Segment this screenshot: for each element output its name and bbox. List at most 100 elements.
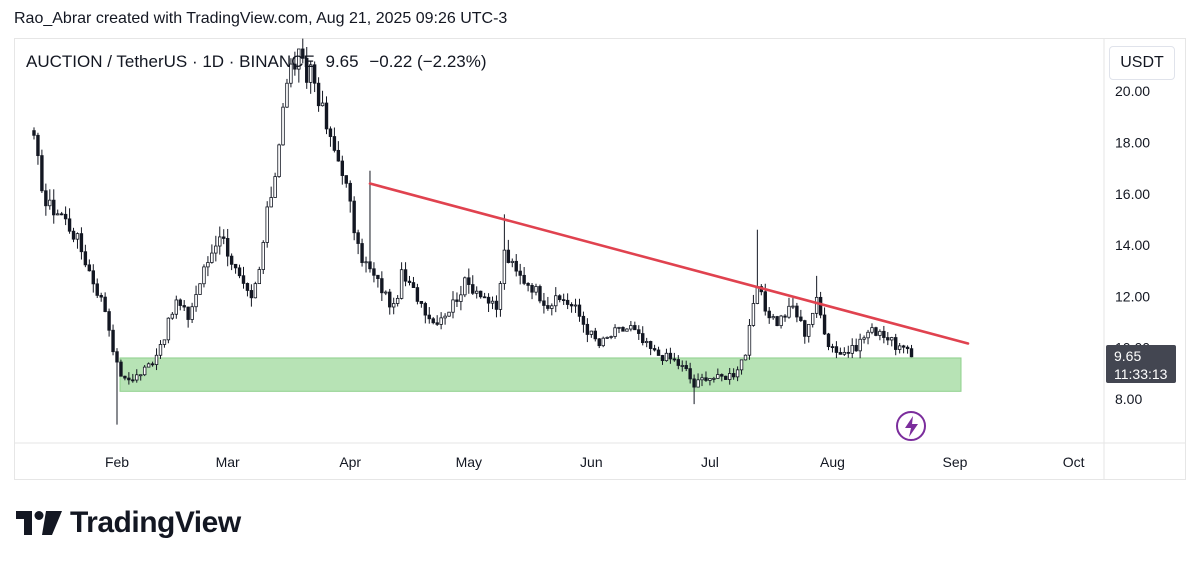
- candle: [182, 300, 186, 311]
- candle: [241, 266, 246, 289]
- candle-body: [886, 337, 890, 341]
- y-tick-3: 14.00: [1115, 237, 1150, 253]
- candle-body: [704, 377, 708, 381]
- candle: [791, 298, 795, 310]
- candle-body: [281, 106, 285, 146]
- candle: [411, 276, 416, 288]
- candle: [423, 301, 428, 324]
- candle: [514, 254, 518, 277]
- candle-body: [423, 303, 428, 316]
- candle-body: [56, 213, 60, 216]
- candle: [229, 253, 234, 271]
- candle: [194, 285, 198, 312]
- candle-body: [123, 375, 127, 379]
- candle: [803, 319, 807, 344]
- candle: [807, 323, 811, 343]
- candle-body: [826, 333, 831, 348]
- candle-body: [419, 300, 424, 304]
- candle: [273, 172, 277, 198]
- candle: [384, 290, 388, 296]
- candle-body: [866, 331, 870, 339]
- candle: [455, 292, 459, 307]
- candle-body: [119, 361, 123, 377]
- candle: [170, 311, 175, 320]
- candle-body: [850, 345, 854, 354]
- candle-body: [688, 368, 692, 380]
- candle: [415, 283, 420, 305]
- candle: [577, 298, 582, 322]
- candle-body: [91, 270, 95, 285]
- candle-body: [490, 300, 495, 304]
- x-tick-feb: Feb: [105, 454, 129, 470]
- candle-body: [308, 64, 313, 83]
- candle-body: [680, 365, 684, 367]
- candle-body: [249, 290, 254, 299]
- candle-body: [154, 354, 159, 365]
- candle: [332, 127, 337, 153]
- candle-body: [538, 286, 542, 302]
- candle: [435, 315, 439, 326]
- candle-body: [656, 349, 661, 356]
- candle: [866, 329, 870, 345]
- candle: [633, 321, 637, 331]
- candle-body: [127, 377, 131, 381]
- candle: [862, 335, 866, 344]
- candle-body: [312, 64, 317, 84]
- y-tick-5: 18.00: [1115, 135, 1150, 151]
- candle: [316, 77, 321, 112]
- candle: [581, 311, 586, 333]
- candle-body: [257, 269, 262, 285]
- currency-button[interactable]: USDT: [1109, 46, 1175, 80]
- candle-body: [352, 200, 356, 234]
- tradingview-logo[interactable]: TradingView: [16, 506, 241, 540]
- candle-body: [348, 182, 352, 202]
- candle: [36, 132, 40, 165]
- candle: [870, 323, 874, 335]
- candle: [83, 244, 88, 268]
- candle: [909, 344, 914, 358]
- candle: [858, 333, 862, 359]
- candle: [380, 271, 384, 301]
- candle: [261, 240, 265, 275]
- candle-body: [779, 315, 783, 327]
- candle: [886, 332, 890, 346]
- candle-body: [486, 296, 491, 304]
- candle: [40, 149, 44, 193]
- candle-body: [471, 284, 475, 294]
- candle-body: [633, 325, 637, 331]
- candle-body: [415, 287, 420, 302]
- candle: [388, 288, 392, 315]
- candle: [641, 326, 645, 346]
- candle: [293, 51, 297, 76]
- candle-body: [44, 190, 48, 207]
- candle-body: [222, 236, 226, 239]
- candle: [901, 344, 906, 354]
- candle: [162, 339, 167, 348]
- candle: [593, 327, 597, 342]
- candle-body: [514, 260, 518, 272]
- candle-body: [158, 344, 163, 356]
- candle: [245, 282, 250, 297]
- candle: [668, 347, 673, 364]
- candle: [320, 90, 325, 107]
- candle: [775, 315, 779, 327]
- candle-body: [99, 294, 103, 298]
- candle: [558, 294, 562, 303]
- candle: [115, 348, 119, 425]
- candle-body: [862, 337, 866, 340]
- candle-body: [660, 355, 665, 362]
- candle: [142, 365, 147, 377]
- candle-body: [142, 366, 147, 376]
- candle-body: [403, 269, 408, 282]
- candle: [439, 312, 443, 330]
- candle: [834, 341, 839, 359]
- candle-body: [269, 197, 273, 208]
- candles-layer: [32, 38, 914, 425]
- candle: [743, 354, 748, 361]
- candle: [502, 214, 507, 290]
- candle-body: [795, 305, 799, 318]
- candle-body: [273, 176, 277, 198]
- candle-body: [52, 199, 56, 216]
- candle: [747, 319, 752, 360]
